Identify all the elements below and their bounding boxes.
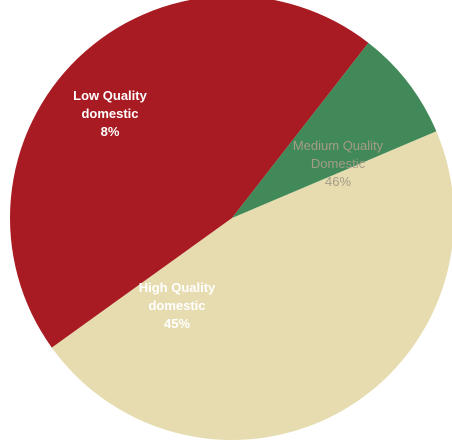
pie-slice-label-line: domestic bbox=[81, 106, 138, 121]
pie-slice-label-line: High Quality bbox=[139, 280, 216, 295]
pie-slice-label-line: Medium Quality bbox=[293, 138, 384, 153]
pie-slice-label-line: Low Quality bbox=[73, 88, 147, 103]
pie-labels: Medium Quality Domestic 46% High Quality dom… bbox=[73, 88, 383, 331]
pie-slices bbox=[10, 0, 452, 440]
pie-slice-label-line: 46% bbox=[325, 174, 351, 189]
pie-slice-3 bbox=[232, 42, 437, 219]
pie-slice-label-line: 45% bbox=[164, 316, 190, 331]
pie-slice-label-1: Medium Quality Domestic 46% bbox=[293, 138, 384, 189]
pie-slice-label-line: Domestic bbox=[311, 156, 366, 171]
pie-slice-label-3: Low Quality domestic 8% bbox=[73, 88, 147, 139]
pie-slice-label-2: High Quality domestic 45% bbox=[139, 280, 216, 331]
pie-slice-2 bbox=[10, 0, 369, 348]
pie-slice-1 bbox=[51, 131, 452, 440]
pie-slice-label-line: domestic bbox=[148, 298, 205, 313]
pie-slice-label-line: 8% bbox=[101, 124, 120, 139]
